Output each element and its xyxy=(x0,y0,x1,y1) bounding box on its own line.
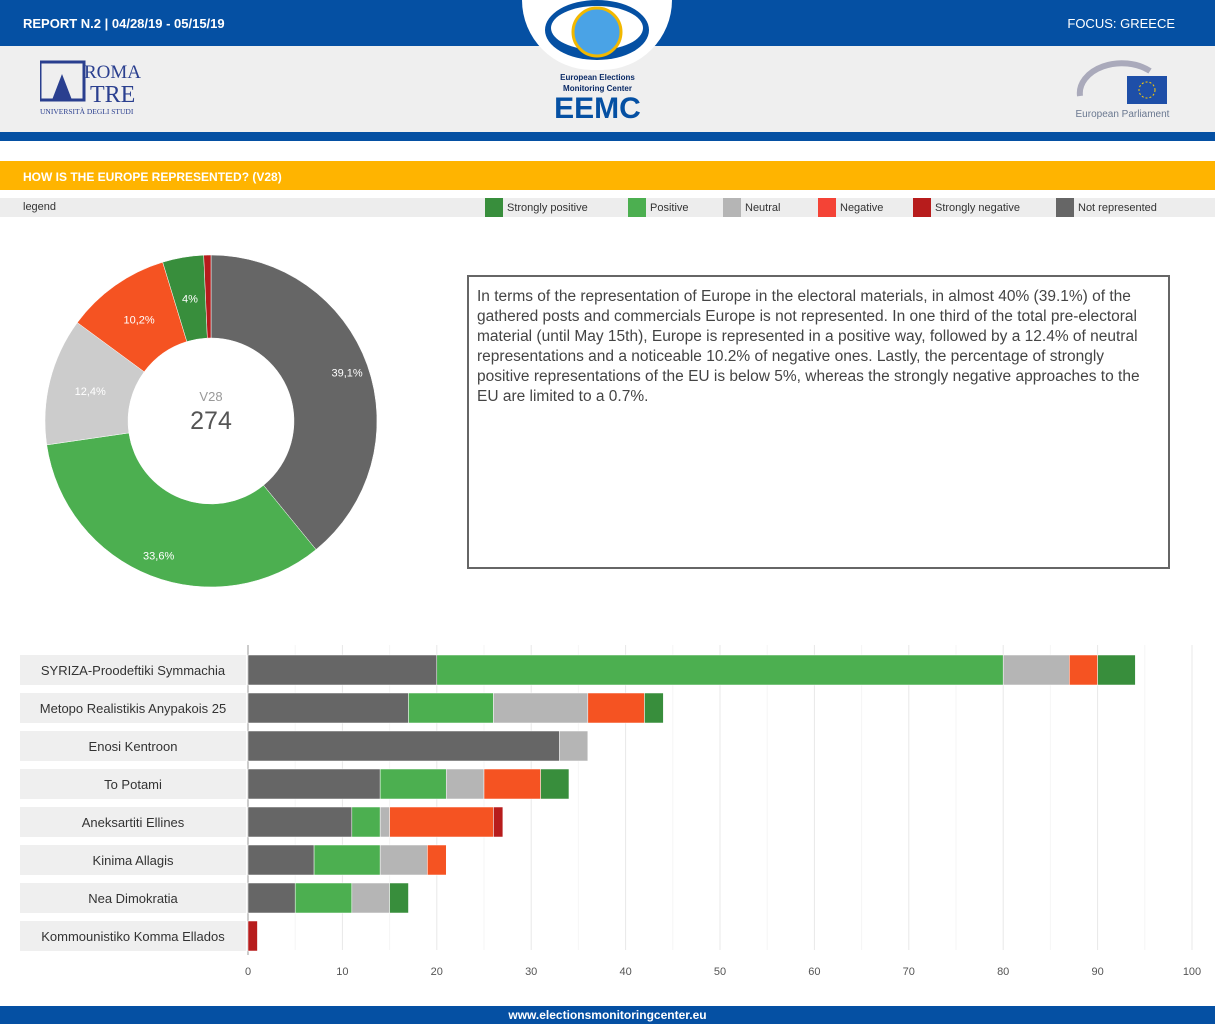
bar-segment xyxy=(247,730,560,762)
bar-segment xyxy=(247,844,315,876)
party-label: Aneksartiti Ellines xyxy=(20,807,246,837)
x-tick-label: 50 xyxy=(714,966,726,978)
focus-label: FOCUS: GREECE xyxy=(1067,16,1175,31)
bar-segment xyxy=(247,768,381,800)
donut-slice xyxy=(210,254,378,550)
bar-segment xyxy=(351,882,390,914)
donut-slice-label: 39,1% xyxy=(332,367,363,379)
legend-item-not-represented: Not represented xyxy=(1056,198,1157,217)
roma-tre-logo: ROMA TRE UNIVERSITÀ DEGLI STUDI xyxy=(38,60,145,121)
bar-segment xyxy=(427,844,447,876)
bar-segment xyxy=(408,692,494,724)
footer-url[interactable]: www.electionsmonitoringcenter.eu xyxy=(0,1006,1215,1024)
bar-segment xyxy=(493,806,504,838)
x-tick-label: 40 xyxy=(619,966,631,978)
bar-segment xyxy=(1097,654,1136,686)
donut-slice-label: 10,2% xyxy=(123,314,154,326)
x-tick-label: 70 xyxy=(903,966,915,978)
donut-slice-label: 12,4% xyxy=(75,386,106,398)
svg-text:TRE: TRE xyxy=(90,82,135,108)
x-tick-label: 0 xyxy=(245,966,251,978)
legend-item-neutral: Neutral xyxy=(723,198,780,217)
svg-text:ROMA: ROMA xyxy=(84,62,141,83)
x-tick-label: 10 xyxy=(336,966,348,978)
description-box: In terms of the representation of Europe… xyxy=(467,275,1170,569)
party-label: Kinima Allagis xyxy=(20,845,246,875)
report-info: REPORT N.2 | 04/28/19 - 05/15/19 xyxy=(23,16,225,31)
bar-segment xyxy=(247,654,438,686)
donut-slice xyxy=(203,254,212,339)
party-label: Enosi Kentroon xyxy=(20,731,246,761)
european-parliament-logo: European Parliament xyxy=(1075,56,1170,120)
bar-segment xyxy=(351,806,381,838)
x-tick-label: 30 xyxy=(525,966,537,978)
bar-segment xyxy=(379,844,428,876)
bar-segment xyxy=(436,654,1004,686)
bar-segment xyxy=(559,730,589,762)
bar-segment xyxy=(389,806,494,838)
legend-label: legend xyxy=(23,201,57,213)
party-label: To Potami xyxy=(20,769,246,799)
bar-segment xyxy=(644,692,664,724)
donut-slice-label: 33,6% xyxy=(143,551,174,563)
x-tick-label: 100 xyxy=(1183,966,1201,978)
party-label: Nea Dimokratia xyxy=(20,883,246,913)
party-label: Kommounistiko Komma Ellados xyxy=(20,921,246,951)
section-title: HOW IS THE EUROPE REPRESENTED? (V28) xyxy=(23,170,282,184)
donut-chart: 39,1% 33,6% 12,4% 10,2% 4% V28 274 xyxy=(44,254,378,588)
header-stripe xyxy=(0,132,1215,141)
bar-segment xyxy=(389,882,409,914)
bar-segment xyxy=(483,768,541,800)
bar-segment xyxy=(247,692,409,724)
bar-segment xyxy=(247,920,258,952)
x-tick-label: 60 xyxy=(808,966,820,978)
party-label: SYRIZA-Proodeftiki Symmachia xyxy=(20,655,246,685)
party-label: Metopo Realistikis Anypakois 25 xyxy=(20,693,246,723)
x-tick-label: 20 xyxy=(431,966,443,978)
bar-segment xyxy=(1069,654,1098,686)
bar-segment xyxy=(493,692,589,724)
bar-segment xyxy=(379,768,447,800)
stacked-bar-chart: 0 10 20 30 40 50 60 70 80 90 100 xyxy=(245,645,1201,978)
eemc-eye-logo xyxy=(522,0,672,70)
donut-slice-label: 4% xyxy=(182,293,198,305)
bar-segment xyxy=(587,692,645,724)
bar-segment xyxy=(294,882,353,914)
bar-segment xyxy=(1002,654,1070,686)
legend-item-positive: Positive xyxy=(628,198,689,217)
bar-segment xyxy=(247,882,296,914)
eemc-subtitle: European Elections Monitoring Center xyxy=(560,73,635,93)
donut-center-label: V28 xyxy=(199,389,222,404)
x-tick-label: 90 xyxy=(1091,966,1103,978)
donut-center-value: 274 xyxy=(190,407,232,435)
bar-segment xyxy=(445,768,485,800)
bar-segment xyxy=(379,806,390,838)
donut-slice xyxy=(46,432,317,588)
eemc-logo-text: EEMC xyxy=(554,92,641,125)
x-tick-label: 80 xyxy=(997,966,1009,978)
bar-segment xyxy=(540,768,570,800)
section-title-bar xyxy=(0,161,1215,190)
bar-segment xyxy=(247,806,353,838)
svg-text:UNIVERSITÀ DEGLI STUDI: UNIVERSITÀ DEGLI STUDI xyxy=(40,106,134,116)
bar-segment xyxy=(313,844,381,876)
legend-bar xyxy=(0,198,1215,217)
legend-item-strongly-positive: Strongly positive xyxy=(485,198,588,217)
legend-item-negative: Negative xyxy=(818,198,883,217)
legend-item-strongly-negative: Strongly negative xyxy=(913,198,1020,217)
